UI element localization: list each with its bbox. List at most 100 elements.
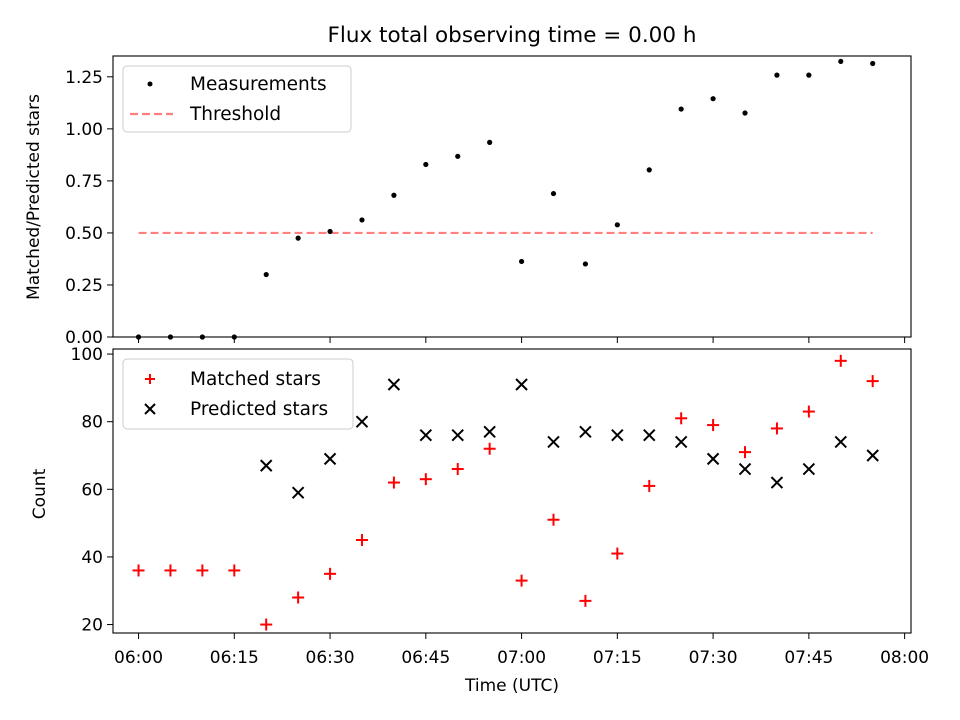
predicted-star-point	[643, 429, 656, 442]
legend-measurements-marker	[147, 81, 153, 87]
matched-star-point	[802, 405, 815, 418]
measurement-point	[359, 217, 365, 223]
y-tick-label: 20	[81, 616, 103, 636]
measurement-point	[710, 96, 716, 102]
measurement-point	[774, 72, 780, 78]
predicted-star-point	[674, 435, 688, 449]
measurement-point	[518, 258, 525, 265]
y-tick-label: 0.25	[65, 276, 103, 296]
measurement-point	[423, 161, 429, 168]
predicted-star-point	[323, 452, 337, 466]
matched-star-point	[579, 594, 592, 607]
measurement-point	[838, 58, 844, 65]
legend-predicted-label: Predicted stars	[190, 399, 328, 420]
matched-star-point	[515, 574, 528, 587]
matched-star-point	[324, 567, 337, 580]
predicted-star-point	[291, 486, 305, 499]
matched-star-point	[387, 476, 400, 489]
x-tick-label: 07:45	[784, 648, 833, 668]
matched-star-point	[292, 591, 305, 604]
bottom-x-ticks: 06:00 06:15 06:30 06:45 07:00 07:15 07:30 07:45…	[114, 633, 929, 668]
x-tick-label: 07:00	[497, 648, 546, 668]
measurement-point	[263, 271, 269, 278]
predicted-star-point	[451, 429, 464, 442]
measurement-point	[582, 261, 589, 267]
measurement-point	[678, 106, 684, 112]
predicted-star-point	[260, 459, 273, 472]
legend-matched-label: Matched stars	[190, 369, 321, 390]
y-tick-label: 60	[81, 480, 103, 500]
measurement-point	[295, 235, 301, 241]
predicted-star-point	[770, 476, 784, 489]
matched-star-point	[707, 419, 720, 432]
predicted-star-point	[611, 429, 624, 442]
predicted-star-point	[483, 425, 496, 439]
bottom-y-ticks: 20 40 60 80 100	[71, 345, 113, 636]
measurement-point	[550, 190, 557, 197]
matched-star-point	[483, 442, 496, 455]
matched-star-point	[611, 547, 624, 560]
predicted-star-point	[738, 462, 752, 476]
y-tick-label: 0.00	[65, 328, 103, 348]
bottom-plot-marks	[132, 354, 879, 631]
predicted-star-point	[866, 449, 879, 462]
top-y-ticks: 0.00 0.25 0.50 0.75 1.00 1.25	[65, 68, 113, 348]
predicted-star-point	[515, 378, 528, 391]
x-axis-label: Time (UTC)	[464, 676, 559, 696]
top-legend: Measurements Threshold	[122, 65, 352, 133]
x-tick-label: 06:30	[306, 648, 355, 668]
measurement-point	[455, 153, 461, 159]
measurement-point	[646, 167, 652, 173]
legend-measurements-label: Measurements	[190, 74, 327, 95]
x-tick-label: 07:15	[593, 648, 642, 668]
matched-star-point	[355, 534, 368, 547]
top-plot-marks	[135, 58, 876, 340]
predicted-star-point	[419, 429, 433, 442]
matched-star-point	[643, 479, 656, 492]
matched-star-point	[866, 375, 879, 388]
predicted-star-point	[706, 452, 720, 466]
predicted-star-point	[579, 425, 592, 439]
matched-star-point	[739, 446, 752, 459]
bottom-y-axis-label: Count	[30, 468, 50, 519]
x-tick-label: 06:15	[210, 648, 259, 668]
matched-star-point	[451, 463, 464, 476]
y-tick-label: 0.75	[65, 172, 103, 192]
predicted-star-point	[355, 415, 369, 428]
chart-title: Flux total observing time = 0.00 h	[328, 23, 697, 48]
ratio-chart: Flux total observing time = 0.00 h Match…	[24, 23, 912, 348]
x-tick-label: 06:45	[401, 648, 450, 668]
y-tick-label: 0.50	[65, 224, 103, 244]
matched-star-point	[770, 422, 783, 435]
top-y-axis-label: Matched/Predicted stars	[24, 94, 44, 300]
measurement-point	[391, 192, 397, 198]
measurement-point	[614, 222, 620, 228]
matched-star-point	[547, 513, 560, 526]
x-tick-label: 07:30	[689, 648, 738, 668]
matched-star-point	[228, 564, 241, 577]
y-tick-label: 1.00	[65, 120, 103, 140]
bottom-legend: Matched stars Predicted stars	[122, 358, 354, 430]
legend-matched-marker	[145, 374, 155, 384]
matched-star-point	[675, 412, 688, 425]
x-tick-label: 08:00	[880, 648, 929, 668]
legend-threshold-label: Threshold	[189, 104, 281, 125]
predicted-star-point	[834, 435, 847, 449]
measurement-point	[742, 110, 748, 116]
legend-box	[122, 65, 352, 133]
matched-star-point	[260, 618, 273, 631]
legend-box	[122, 358, 354, 430]
y-tick-label: 100	[71, 345, 103, 365]
matched-star-point	[196, 564, 209, 577]
predicted-star-point	[802, 462, 816, 476]
matched-star-point	[834, 354, 847, 367]
matched-star-point	[419, 473, 432, 486]
top-plot-frame	[112, 55, 912, 338]
matched-star-point	[132, 564, 145, 577]
bottom-plot-frame	[112, 348, 912, 634]
measurement-point	[487, 139, 493, 145]
predicted-star-point	[387, 378, 401, 391]
matched-star-point	[164, 564, 177, 577]
